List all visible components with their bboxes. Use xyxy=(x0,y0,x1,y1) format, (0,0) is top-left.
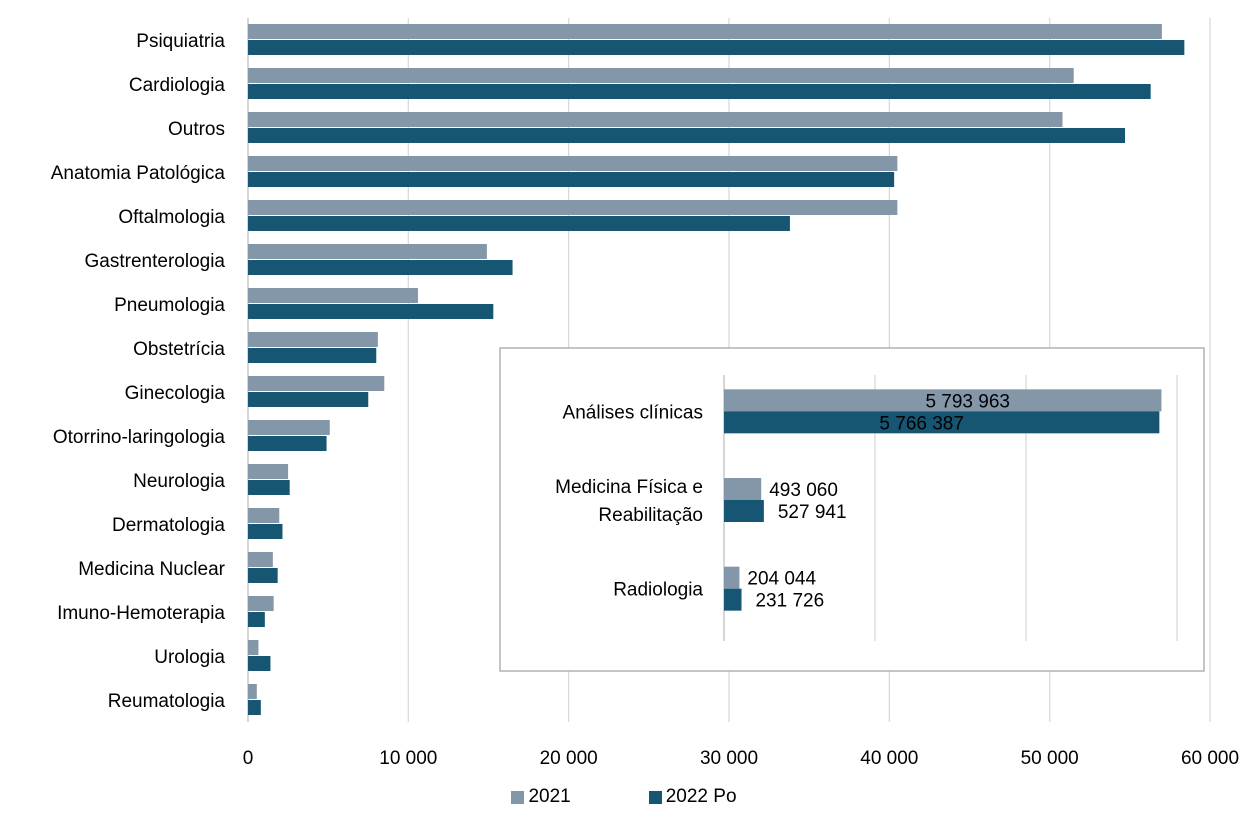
inset-category-label: Radiologia xyxy=(613,580,703,601)
category-label: Psiquiatria xyxy=(136,31,225,52)
category-label: Otorrino-laringologia xyxy=(53,427,226,448)
bar-2021 xyxy=(248,640,259,655)
bar-2022-po xyxy=(248,700,261,715)
category-label: Neurologia xyxy=(133,471,225,492)
bar-2022-po xyxy=(248,436,327,451)
category-label: Imuno-Hemoterapia xyxy=(57,603,225,624)
category-label: Obstetrícia xyxy=(133,339,225,360)
bar-2021 xyxy=(248,420,330,435)
inset-data-label: 204 044 xyxy=(747,569,816,590)
inset-data-label: 5 766 387 xyxy=(879,413,964,434)
bar-2022-po xyxy=(248,392,369,407)
category-label: Cardiologia xyxy=(129,75,226,96)
inset-bar-2022-po xyxy=(724,588,742,611)
inset-bar-2021 xyxy=(724,389,1162,412)
category-label: Gastrenterologia xyxy=(85,251,226,272)
legend-swatch-2021 xyxy=(511,790,525,804)
bar-2021 xyxy=(248,596,274,611)
category-label: Urologia xyxy=(154,647,225,668)
inset-category-label: Reabilitação xyxy=(598,505,703,526)
category-label: Pneumologia xyxy=(114,295,225,316)
bar-2021 xyxy=(248,332,378,347)
category-label: Medicina Nuclear xyxy=(78,559,225,580)
inset-data-label: 493 060 xyxy=(769,480,838,501)
x-tick-label: 50 000 xyxy=(1021,748,1079,769)
category-label: Outros xyxy=(168,119,225,140)
legend: 2021 2022 Po xyxy=(0,786,1248,808)
bar-2022-po xyxy=(248,172,895,187)
bar-2021 xyxy=(248,244,487,259)
bar-2021 xyxy=(248,552,273,567)
legend-label-2022: 2022 Po xyxy=(665,786,737,807)
inset-data-label: 231 726 xyxy=(755,591,824,612)
x-tick-label: 20 000 xyxy=(540,748,598,769)
bar-2022-po xyxy=(248,216,790,231)
bar-2021 xyxy=(248,68,1074,83)
category-label: Ginecologia xyxy=(125,383,226,404)
bar-2022-po xyxy=(248,480,290,495)
inset-category-label: Medicina Física e xyxy=(555,477,703,498)
legend-item-2021: 2021 xyxy=(511,786,571,808)
x-tick-label: 30 000 xyxy=(700,748,758,769)
x-tick-label: 10 000 xyxy=(379,748,437,769)
x-tick-label: 0 xyxy=(243,748,254,769)
bar-2022-po xyxy=(248,260,513,275)
legend-swatch-2022 xyxy=(648,790,662,804)
bar-2022-po xyxy=(248,84,1151,99)
legend-label-2021: 2021 xyxy=(528,786,571,807)
inset-bar-2022-po xyxy=(724,500,764,522)
bar-2022-po xyxy=(248,524,283,539)
category-label: Dermatologia xyxy=(112,515,225,536)
x-tick-label: 40 000 xyxy=(860,748,918,769)
bar-2022-po xyxy=(248,656,271,671)
inset-bar-2021 xyxy=(724,566,740,589)
bar-2021 xyxy=(248,684,257,699)
bar-2021 xyxy=(248,200,898,215)
inset-data-label: 5 793 963 xyxy=(925,391,1010,412)
bar-2021 xyxy=(248,376,385,391)
bar-2022-po xyxy=(248,128,1126,143)
bar-2022-po xyxy=(248,612,265,627)
bar-2022-po xyxy=(248,40,1185,55)
bar-2022-po xyxy=(248,304,494,319)
bar-2022-po xyxy=(248,348,377,363)
inset-category-label: Análises clínicas xyxy=(563,402,703,423)
bar-2021 xyxy=(248,464,289,479)
bar-2021 xyxy=(248,288,418,303)
bar-2021 xyxy=(248,24,1162,39)
category-label: Reumatologia xyxy=(108,691,226,712)
bar-chart: 0 10 000 20 000 30 000 40 000 50 000 60 000 Psi… xyxy=(51,18,1239,769)
x-tick-label: 60 000 xyxy=(1181,748,1239,769)
category-label: Anatomia Patológica xyxy=(51,163,226,184)
bar-2021 xyxy=(248,112,1063,127)
inset-bar-2022-po xyxy=(724,411,1160,434)
category-label: Oftalmologia xyxy=(118,207,225,228)
bar-2022-po xyxy=(248,568,278,583)
bar-2021 xyxy=(248,508,280,523)
legend-item-2022: 2022 Po xyxy=(648,786,737,808)
bar-2021 xyxy=(248,156,898,171)
inset-bar-2021 xyxy=(724,478,762,500)
inset-data-label: 527 941 xyxy=(778,502,847,523)
